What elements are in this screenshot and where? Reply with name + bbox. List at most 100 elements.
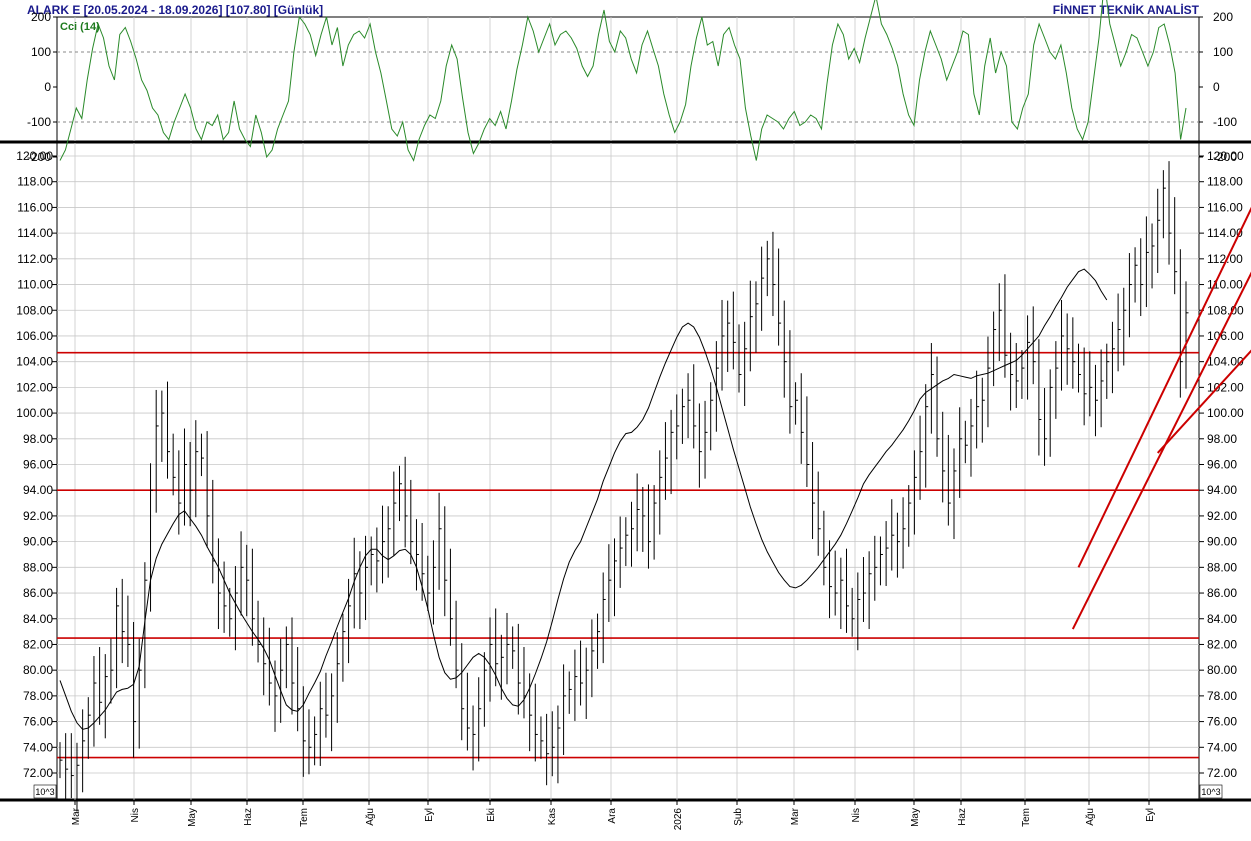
price-y-axis: 120.00 120.00 118.00 118.00 116.00 116.00 114.… [16,149,1244,780]
cci-y-tick-label: -200 [1213,150,1237,164]
unit-box-left [33,784,57,799]
x-tick-label: Ara [607,808,618,824]
price-y-tick-label: 114.00 [17,226,53,240]
x-tick-label: Şub [733,808,744,826]
price-y-tick-label: 114.00 [1207,226,1243,240]
cci-y-tick-label: 0 [44,80,51,94]
trend-channel-line [1156,349,1251,454]
price-y-tick-label: 76.00 [1207,715,1237,729]
x-tick-label: Eyl [1145,808,1156,822]
price-y-tick-label: 104.00 [16,355,53,369]
price-y-tick-label: 112.00 [17,252,53,266]
x-tick-label: Nis [851,808,862,822]
horizontal-levels [57,351,1199,759]
cci-gridlines [57,17,1199,141]
price-y-tick-label: 94.00 [23,483,53,497]
price-y-tick-label: 94.00 [1207,483,1237,497]
price-y-tick-label: 110.00 [17,278,53,292]
x-tick-label: May [910,808,921,827]
price-y-tick-label: 116.00 [17,200,53,214]
x-tick-label: May [187,808,198,827]
x-tick-label: Ağu [1085,808,1096,826]
chart-header-vendor: FİNNET TEKNİK ANALİST [1053,2,1200,17]
chart-header-symbol-info: ALARK E [20.05.2024 - 18.09.2026] [107.8… [27,3,323,17]
price-y-tick-label: 88.00 [23,560,53,574]
x-tick-label: Haz [243,808,254,826]
price-y-tick-label: 74.00 [23,740,53,754]
cci-y-tick-label: 0 [1213,80,1220,94]
price-y-tick-label: 80.00 [1207,663,1237,677]
price-y-tick-label: 106.00 [16,329,53,343]
price-y-tick-label: 102.00 [16,380,53,394]
price-panel-frame [56,142,1200,801]
price-y-tick-label: 78.00 [23,689,53,703]
price-bars [59,161,1189,812]
x-tick-label: 2026 [673,808,684,831]
x-tick-label: Tem [299,808,310,827]
cci-y-tick-label: 100 [1213,45,1233,59]
trend-channel-line [1071,271,1251,630]
price-y-tick-label: 84.00 [23,612,53,626]
price-y-tick-label: 90.00 [23,535,53,549]
price-y-tick-label: 96.00 [1207,458,1237,472]
unit-label-left: 10^3 [35,787,54,797]
price-y-tick-label: 100.00 [1207,406,1244,420]
x-axis: Mar Nis May Haz Tem Ağu Eyl Eki Kas Ara 2026 Şub Mar… [71,800,1156,830]
price-y-tick-label: 116.00 [1207,200,1243,214]
x-tick-label: Mar [71,807,82,825]
cci-legend-label: Cci (14) [60,21,100,33]
price-y-tick-label: 78.00 [1207,689,1237,703]
trend-channel-line [1077,206,1251,568]
price-gridlines [57,143,1199,800]
moving-average [59,268,1108,730]
price-y-tick-label: 80.00 [23,663,53,677]
price-y-tick-label: 92.00 [1207,509,1237,523]
cci-line [59,0,1187,162]
price-y-tick-label: 108.00 [1207,303,1244,317]
price-y-tick-label: 88.00 [1207,560,1237,574]
x-tick-label: Nis [130,808,141,822]
price-y-tick-label: 118.00 [17,175,53,189]
price-y-tick-label: 120.00 [1207,149,1244,163]
price-y-tick-label: 74.00 [1207,740,1237,754]
price-y-tick-label: 98.00 [23,432,53,446]
price-y-tick-label: 72.00 [1207,766,1237,780]
cci-y-tick-label: 100 [31,45,51,59]
x-tick-label: Eyl [424,808,435,822]
price-y-tick-label: 96.00 [23,458,53,472]
price-y-tick-label: 100.00 [16,406,53,420]
unit-box-right [1199,784,1223,799]
price-y-tick-label: 84.00 [1207,612,1237,626]
cci-y-axis: 30030020020010010000-100-100-200-200 [27,10,1237,164]
price-y-tick-label: 98.00 [1207,432,1237,446]
price-y-tick-label: 86.00 [23,586,53,600]
unit-label-right: 10^3 [1201,787,1220,797]
cci-series-line [59,0,1187,162]
price-y-tick-label: 86.00 [1207,586,1237,600]
price-y-tick-label: 82.00 [1207,637,1237,651]
price-y-tick-label: 90.00 [1207,535,1237,549]
x-tick-label: Mar [790,807,801,825]
cci-y-tick-label: -100 [27,115,51,129]
price-y-tick-label: 102.00 [1207,380,1244,394]
trend-channel [1071,206,1251,630]
x-tick-label: Haz [957,808,968,826]
price-y-tick-label: 108.00 [16,303,53,317]
cci-y-tick-label: -200 [27,150,51,164]
cci-y-tick-label: 200 [31,10,51,24]
price-y-tick-label: 92.00 [23,509,53,523]
price-y-tick-label: 106.00 [1207,329,1244,343]
x-tick-label: Eki [486,808,497,822]
price-y-tick-label: 120.00 [16,149,53,163]
price-y-tick-label: 76.00 [23,715,53,729]
price-y-tick-label: 104.00 [1207,355,1244,369]
x-tick-label: Ağu [365,808,376,826]
price-y-tick-label: 82.00 [23,637,53,651]
price-y-tick-label: 72.00 [23,766,53,780]
cci-y-tick-label: 200 [1213,10,1233,24]
x-tick-label: Tem [1021,808,1032,827]
price-y-tick-label: 112.00 [1207,252,1243,266]
moving-average-line [59,268,1108,730]
price-y-tick-label: 118.00 [1207,175,1243,189]
